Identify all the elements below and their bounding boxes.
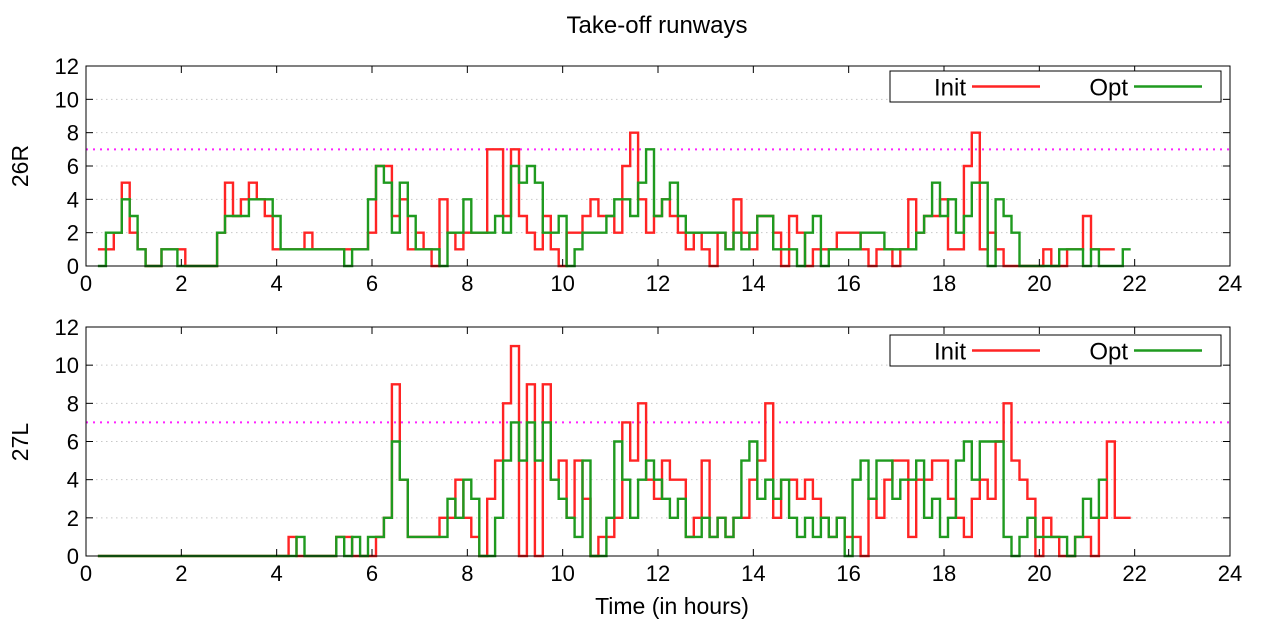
legend-label-opt: Opt	[1089, 75, 1128, 102]
x-tick-label: 14	[741, 561, 765, 586]
y-tick-label: 0	[67, 254, 79, 279]
y-axis-label: 27L	[7, 423, 33, 462]
x-tick-label: 4	[271, 561, 283, 586]
x-tick-label: 24	[1218, 561, 1242, 586]
y-axis-label: 26R	[7, 145, 33, 187]
legend: Init Opt	[889, 70, 1222, 103]
y-tick-label: 2	[67, 221, 79, 246]
x-tick-label: 24	[1218, 271, 1242, 296]
x-tick-label: 0	[80, 561, 92, 586]
y-tick-label: 0	[67, 544, 79, 569]
x-tick-label: 20	[1027, 561, 1051, 586]
x-axis-label: Time (in hours)	[595, 593, 749, 619]
x-tick-label: 22	[1122, 561, 1146, 586]
x-tick-label: 22	[1122, 271, 1146, 296]
y-tick-label: 6	[67, 430, 79, 455]
legend: Init Opt	[889, 334, 1222, 367]
y-tick-label: 8	[67, 391, 79, 416]
x-tick-label: 6	[366, 271, 378, 296]
legend-label-init: Init	[934, 75, 966, 102]
x-tick-label: 2	[175, 271, 187, 296]
x-tick-label: 8	[461, 561, 473, 586]
y-tick-label: 8	[67, 121, 79, 146]
y-tick-label: 4	[67, 187, 79, 212]
x-tick-label: 18	[932, 561, 956, 586]
x-tick-label: 2	[175, 561, 187, 586]
y-tick-label: 10	[55, 353, 79, 378]
x-tick-label: 4	[271, 271, 283, 296]
y-tick-label: 12	[55, 54, 79, 79]
legend-label-init: Init	[934, 339, 966, 366]
x-tick-label: 0	[80, 271, 92, 296]
x-tick-label: 14	[741, 271, 765, 296]
y-tick-label: 4	[67, 468, 79, 493]
y-tick-label: 2	[67, 506, 79, 531]
x-tick-label: 12	[646, 561, 670, 586]
x-tick-label: 16	[836, 271, 860, 296]
series-line-opt	[97, 148, 1131, 268]
x-tick-label: 20	[1027, 271, 1051, 296]
x-tick-label: 16	[836, 561, 860, 586]
x-tick-label: 18	[932, 271, 956, 296]
y-tick-label: 12	[55, 315, 79, 340]
y-tick-label: 10	[55, 87, 79, 112]
x-tick-label: 6	[366, 561, 378, 586]
y-tick-label: 6	[67, 154, 79, 179]
x-tick-label: 8	[461, 271, 473, 296]
x-tick-label: 12	[646, 271, 670, 296]
x-tick-label: 10	[550, 271, 574, 296]
figure-title: Take-off runways	[567, 12, 748, 39]
x-tick-label: 10	[550, 561, 574, 586]
legend-label-opt: Opt	[1089, 339, 1128, 366]
